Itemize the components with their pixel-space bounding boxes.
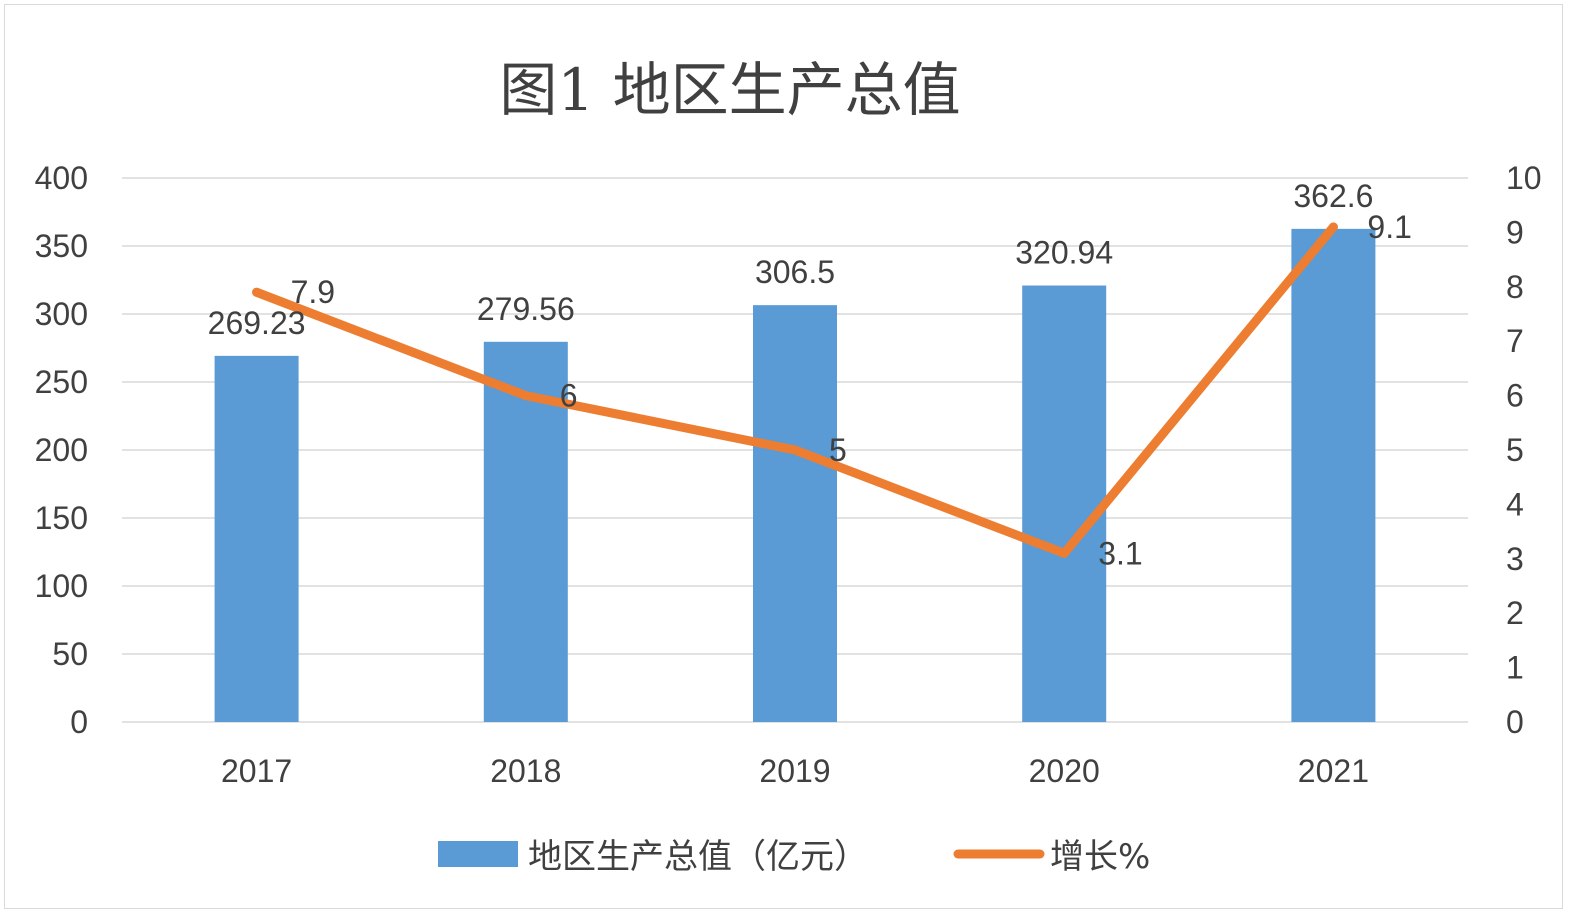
y-left-tick-label: 300 bbox=[35, 296, 88, 332]
line-point bbox=[1328, 222, 1338, 232]
line-value-label: 3.1 bbox=[1098, 535, 1142, 571]
legend: 地区生产总值（亿元） 增长% bbox=[438, 837, 1150, 877]
y-right-tick-label: 8 bbox=[1506, 269, 1524, 305]
x-tick-label: 2018 bbox=[490, 753, 561, 789]
y-left-tick-label: 50 bbox=[52, 636, 88, 672]
y-left-tick-label: 200 bbox=[35, 432, 88, 468]
y-right-tick-label: 9 bbox=[1506, 214, 1524, 250]
y-left-tick-label: 250 bbox=[35, 364, 88, 400]
line-value-label: 5 bbox=[829, 432, 847, 468]
bar bbox=[1022, 285, 1107, 722]
legend-label-line: 增长% bbox=[1050, 837, 1150, 877]
y-right-tick-label: 4 bbox=[1506, 486, 1524, 522]
legend-swatch-bar bbox=[438, 841, 518, 867]
y-left-tick-label: 100 bbox=[35, 568, 88, 604]
y-right-tick-label: 7 bbox=[1506, 323, 1524, 359]
bar-value-label: 269.23 bbox=[208, 305, 306, 341]
line-value-label: 6 bbox=[560, 378, 578, 414]
line-point bbox=[790, 445, 800, 455]
y-right-tick-label: 5 bbox=[1506, 432, 1524, 468]
bar-value-label: 362.6 bbox=[1293, 178, 1373, 214]
y-right-tick-label: 6 bbox=[1506, 378, 1524, 414]
legend-label-bar: 地区生产总值（亿元） bbox=[528, 837, 868, 877]
y-axis-right: 0 1 2 3 4 5 6 7 8 9 10 bbox=[1506, 160, 1542, 740]
bar-series bbox=[214, 228, 1376, 722]
y-left-tick-label: 400 bbox=[35, 160, 88, 196]
x-tick-label: 2017 bbox=[221, 753, 292, 789]
line-point bbox=[252, 287, 262, 297]
data-labels: 269.23 279.56 306.5 320.94 362.6 7.9 6 5 3.1 9.1 bbox=[208, 178, 1412, 571]
line-series bbox=[252, 222, 1338, 558]
y-right-tick-label: 1 bbox=[1506, 650, 1524, 686]
y-right-tick-label: 0 bbox=[1506, 704, 1524, 740]
x-tick-label: 2021 bbox=[1298, 753, 1369, 789]
line-point bbox=[521, 391, 531, 401]
bar bbox=[214, 355, 299, 722]
bar-value-label: 320.94 bbox=[1015, 235, 1113, 271]
chart-title: 图1 地区生产总值 bbox=[499, 56, 960, 124]
bar-value-label: 279.56 bbox=[477, 291, 575, 327]
bar-value-label: 306.5 bbox=[755, 254, 835, 290]
x-tick-label: 2020 bbox=[1029, 753, 1100, 789]
y-left-tick-label: 150 bbox=[35, 500, 88, 536]
y-right-tick-label: 3 bbox=[1506, 541, 1524, 577]
y-right-tick-label: 2 bbox=[1506, 595, 1524, 631]
line-value-label: 7.9 bbox=[291, 274, 335, 310]
line-value-label: 9.1 bbox=[1367, 209, 1411, 245]
y-axis-left: 0 50 100 150 200 250 300 350 400 bbox=[35, 160, 88, 740]
bar bbox=[1291, 228, 1376, 722]
y-left-tick-label: 350 bbox=[35, 228, 88, 264]
bar bbox=[753, 305, 837, 722]
line-point bbox=[1059, 548, 1069, 558]
x-tick-label: 2019 bbox=[759, 753, 830, 789]
x-axis: 2017 2018 2019 2020 2021 bbox=[221, 753, 1369, 789]
y-right-tick-label: 10 bbox=[1506, 160, 1542, 196]
y-left-tick-label: 0 bbox=[70, 704, 88, 740]
